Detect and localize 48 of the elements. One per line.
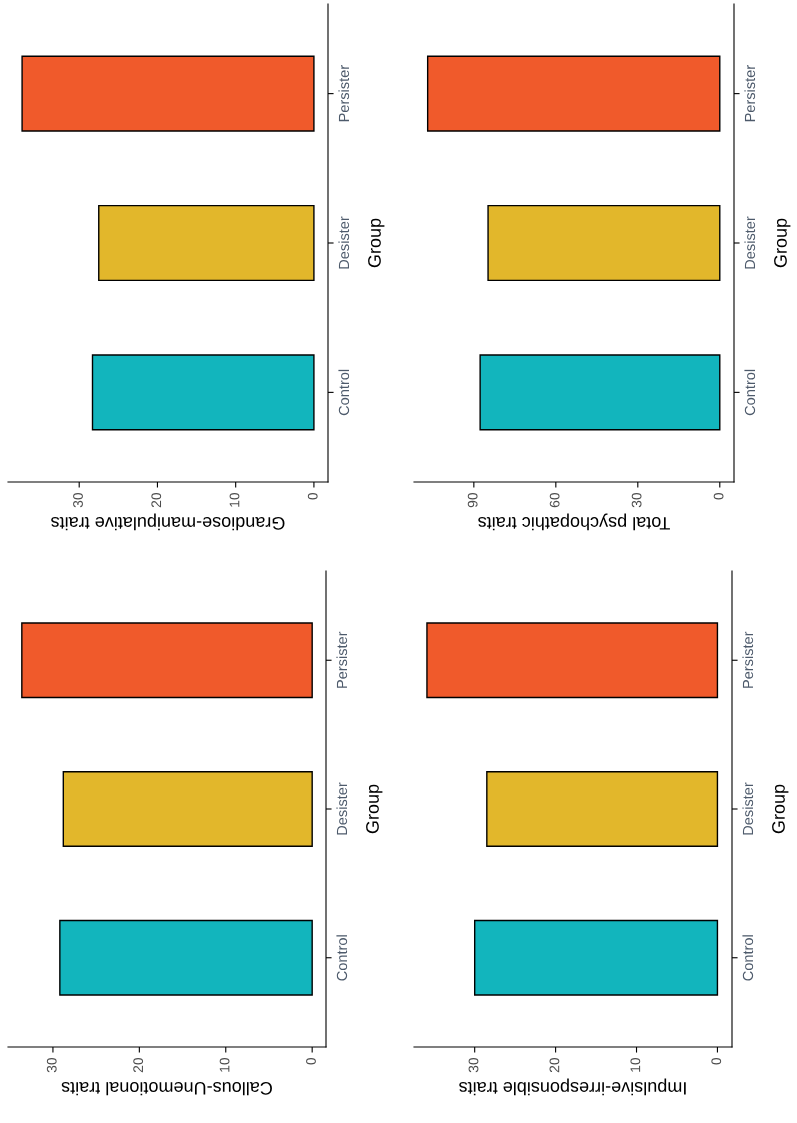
bar (426, 622, 719, 699)
y-tick-label: Control (336, 935, 348, 981)
y-tick-label: Persister (336, 631, 348, 688)
x-tick-label: 10 (229, 492, 240, 507)
bar (59, 919, 313, 996)
x-tick-label: 0 (711, 1057, 722, 1065)
y-axis-title: Group (774, 218, 791, 268)
x-tick-label: 20 (151, 492, 162, 508)
x-tick-label: 0 (306, 1057, 316, 1065)
bar (62, 771, 313, 847)
y-tick-label: Desister (336, 782, 348, 835)
x-tick-label: 10 (630, 1057, 641, 1072)
y-tick-label: Persister (338, 65, 350, 122)
y-tick-label: Persister (742, 631, 754, 688)
y-axis-title: Group (772, 784, 789, 834)
x-tick-label: 30 (631, 492, 642, 508)
x-tick-label: 0 (713, 492, 724, 500)
x-tick-label: 30 (46, 1057, 57, 1073)
y-axis-title: Group (368, 218, 385, 268)
x-axis-title: Impulsive-irresponsible traits (459, 1078, 686, 1096)
bar (486, 771, 719, 847)
x-tick-label: 20 (549, 1057, 560, 1073)
x-tick-label: 20 (133, 1057, 144, 1073)
x-axis-title: Callous-Unemotional traits (61, 1081, 272, 1096)
y-axis-title: Group (366, 784, 383, 834)
y-tick-label: Persister (744, 65, 756, 122)
x-tick-label: 0 (307, 492, 318, 500)
bar (98, 204, 315, 282)
y-tick-label: Control (744, 369, 756, 416)
x-tick-label: 10 (219, 1057, 230, 1072)
x-tick-label: 60 (549, 492, 560, 508)
x-tick-label: 90 (467, 492, 478, 508)
y-tick-label: Desister (338, 216, 350, 269)
y-tick-label: Control (338, 369, 350, 416)
bar (91, 354, 315, 431)
bar (473, 919, 719, 996)
bar (21, 622, 313, 699)
x-axis-title: Total psychopathic traits (478, 513, 670, 531)
x-tick-label: 30 (468, 1057, 479, 1073)
y-tick-label: Control (742, 935, 754, 981)
bar (21, 55, 315, 132)
y-tick-label: Desister (742, 782, 754, 835)
bar (479, 354, 721, 431)
y-tick-label: Desister (744, 216, 756, 269)
bar (426, 55, 721, 132)
x-tick-label: 30 (73, 492, 83, 508)
x-axis-title: Grandiose-manipulative traits (51, 513, 285, 531)
bar (487, 204, 721, 282)
